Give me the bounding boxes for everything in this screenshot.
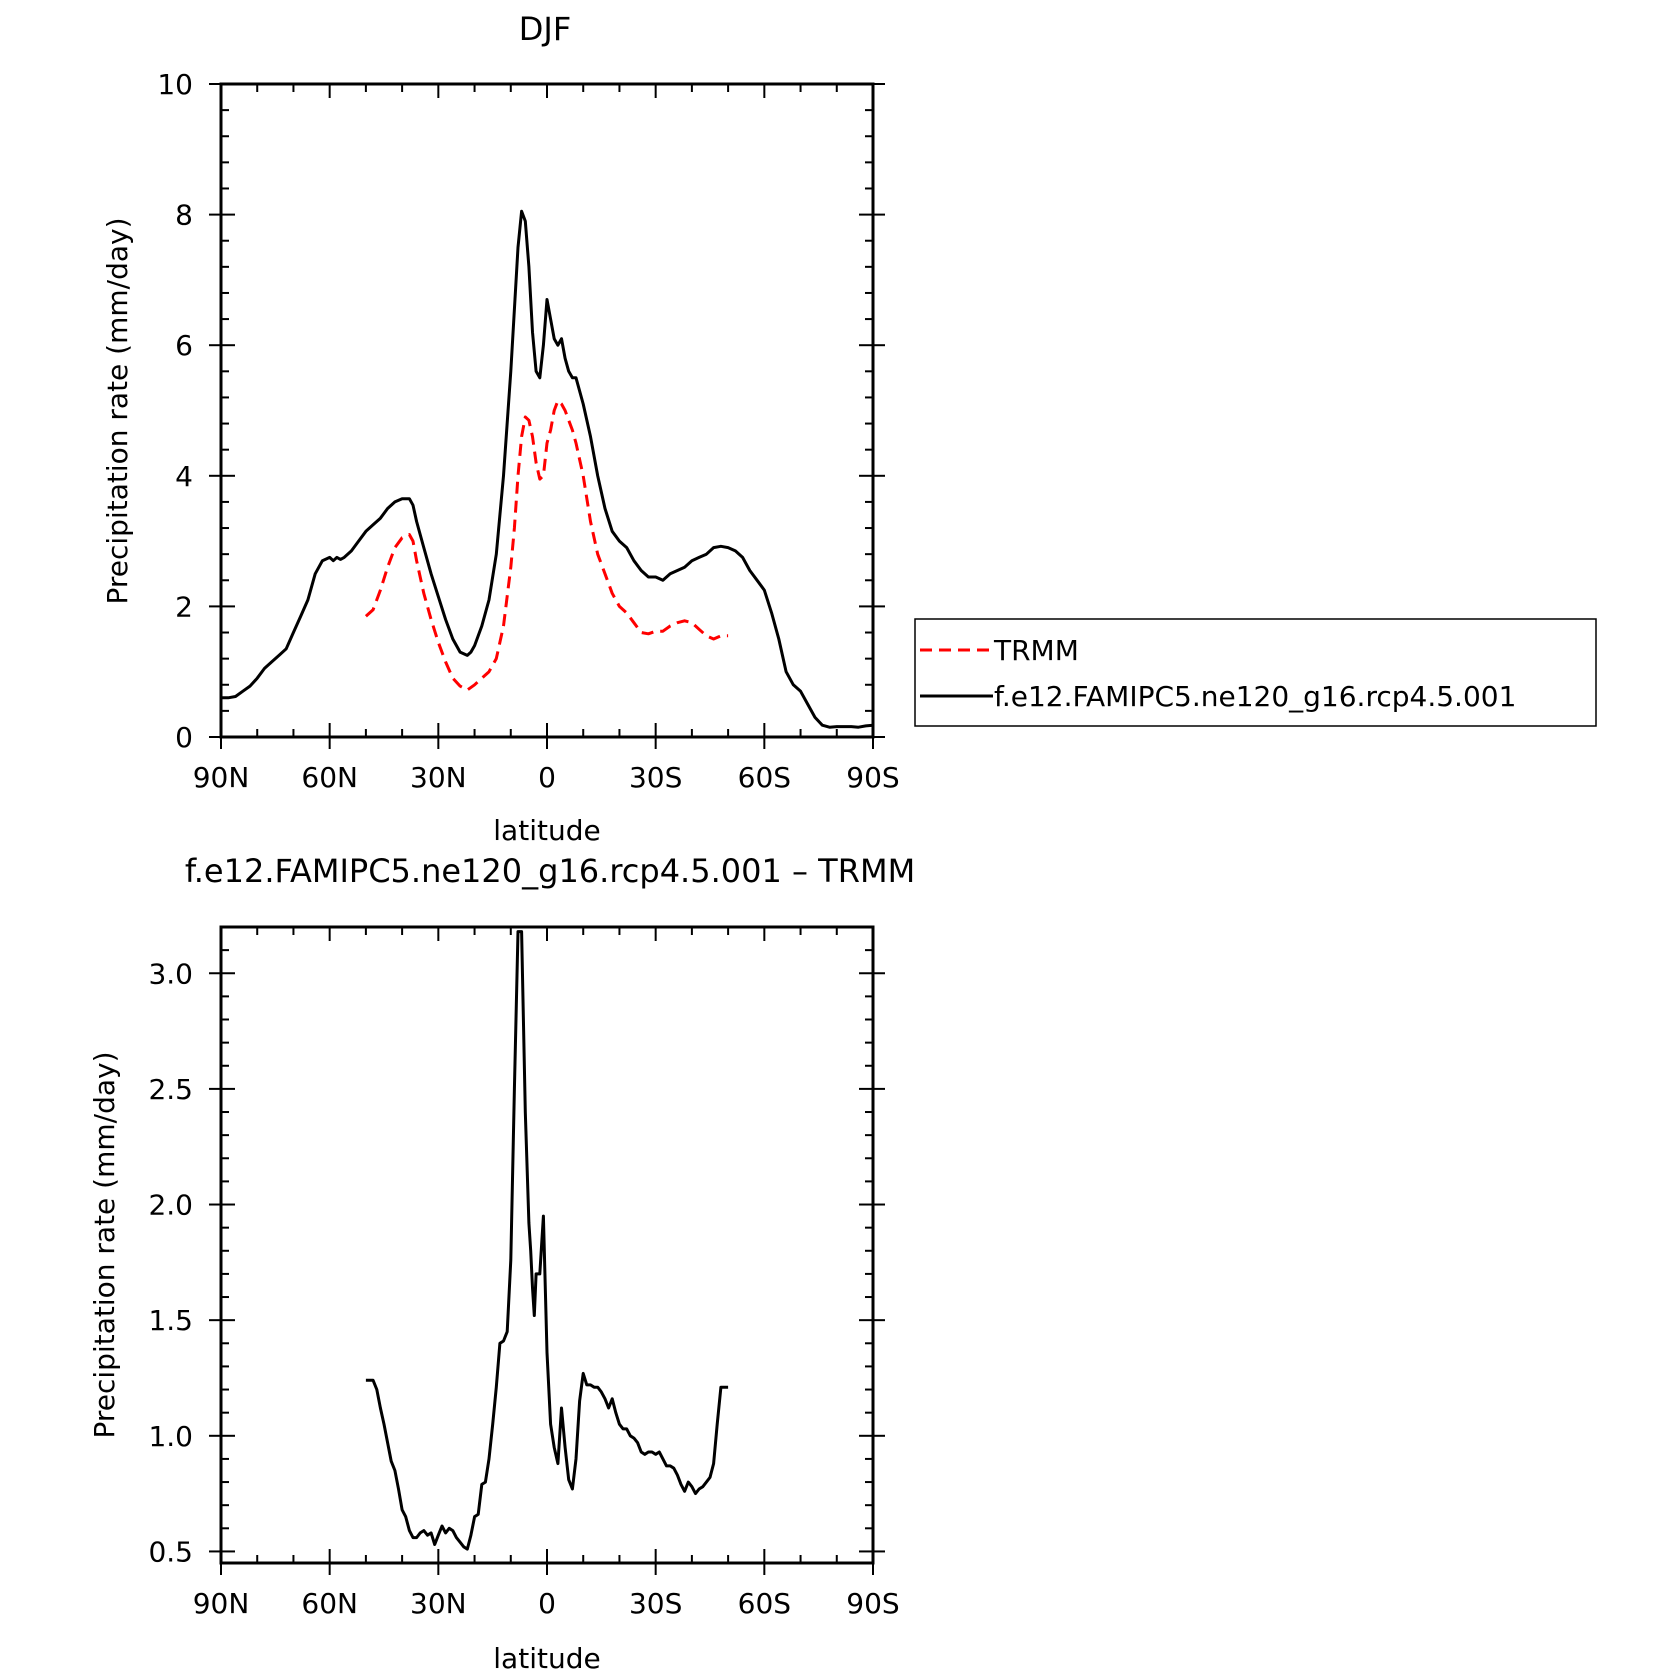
x-tick-label: 30N [410,761,467,794]
chart-title: DJF [519,10,571,48]
y-tick-label: 1.0 [148,1420,193,1453]
x-tick-label: 0 [538,1587,556,1620]
x-tick-label: 90N [193,1587,250,1620]
tick-group: 90N 60N 30N 0 30S 60S 90S 0 2 4 6 8 10 [157,68,899,794]
difference-panel: f.e12.FAMIPC5.ne120_g16.rcp4.5.001 – TRM… [88,852,915,1675]
x-tick-label: 60N [301,761,358,794]
legend-box [914,618,1597,727]
y-tick-label: 10 [157,68,193,101]
x-tick-label: 60S [738,761,791,794]
x-tick-label: 30N [410,1587,467,1620]
legend-label-model: f.e12.FAMIPC5.ne120_g16.rcp4.5.001 [994,680,1516,713]
y-tick-label: 0.5 [148,1535,193,1568]
y-tick-label: 2 [175,590,193,623]
x-tick-label: 90S [846,1587,899,1620]
series-line-f-e12-famipc5-ne120-g16-rcp4-5-001 [221,209,874,729]
legend-label-trmm: TRMM [993,634,1079,667]
series-line-trmm [364,399,729,692]
x-tick-label: 60N [301,1587,358,1620]
x-tick-label: 90S [846,761,899,794]
x-tick-label: 60S [738,1587,791,1620]
x-tick-label: 30S [629,761,682,794]
series-line-difference [365,930,729,1551]
x-axis-label: latitude [493,814,600,847]
y-tick-label: 4 [175,460,193,493]
y-axis-label: Precipitation rate (mm/day) [88,1051,121,1438]
y-tick-label: 1.5 [148,1304,193,1337]
y-axis-label: Precipitation rate (mm/day) [101,217,134,604]
plot-frame [219,925,875,1565]
y-tick-label: 0 [175,721,193,754]
x-tick-label: 30S [629,1587,682,1620]
series-group [365,930,729,1551]
y-tick-label: 2.0 [148,1189,193,1222]
legend: TRMM f.e12.FAMIPC5.ne120_g16.rcp4.5.001 [914,618,1597,727]
series-group [221,209,874,729]
y-tick-label: 3.0 [148,957,193,990]
y-tick-label: 2.5 [148,1073,193,1106]
x-tick-label: 0 [538,761,556,794]
chart-title: f.e12.FAMIPC5.ne120_g16.rcp4.5.001 – TRM… [185,852,915,890]
y-tick-label: 8 [175,199,193,232]
x-tick-label: 90N [193,761,250,794]
plot-frame [219,82,875,739]
tick-group: 90N 60N 30N 0 30S 60S 90S 0.5 1.0 1.5 2.0 2.5 3.0 [148,926,900,1620]
y-tick-label: 6 [175,329,193,362]
x-axis-label: latitude [493,1642,600,1675]
